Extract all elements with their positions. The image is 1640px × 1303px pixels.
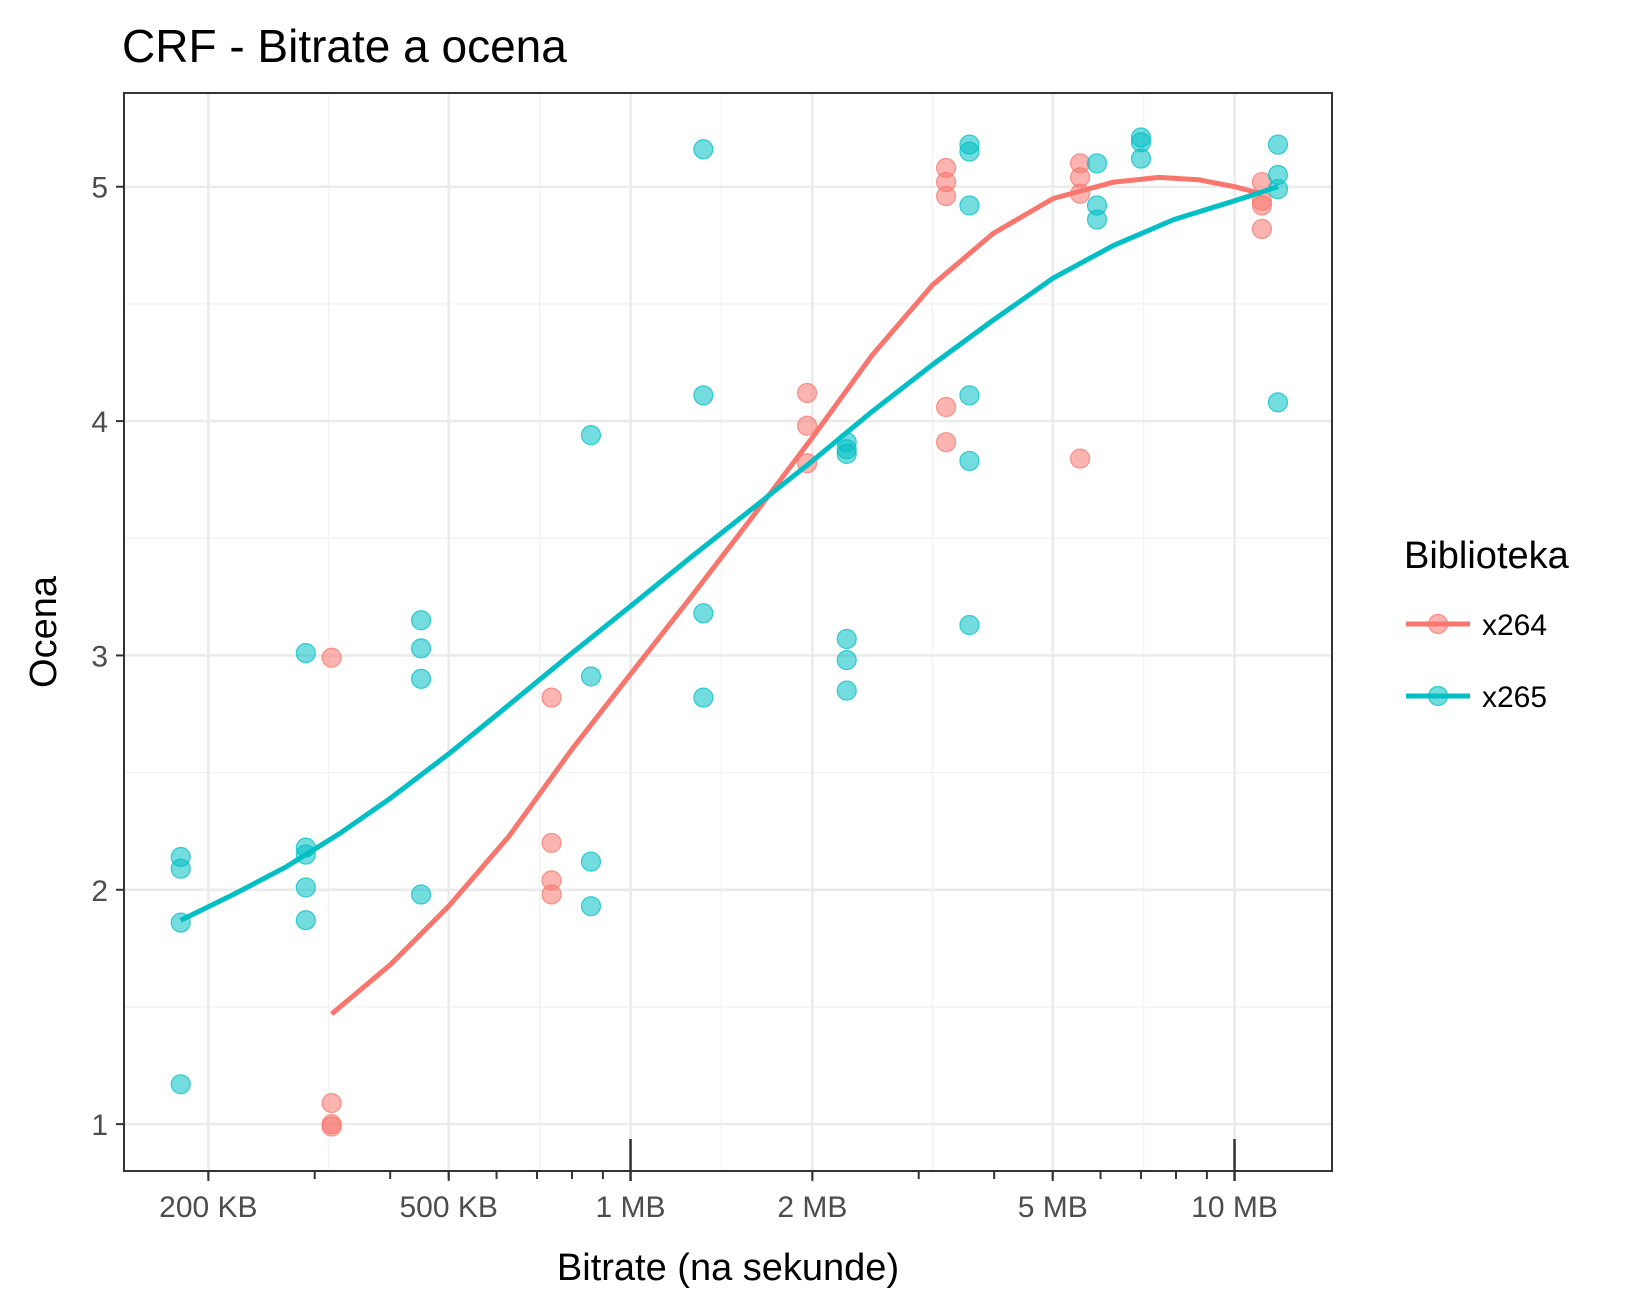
data-point-x265 (836, 650, 857, 671)
data-point-x265 (1086, 209, 1108, 230)
data-point-x265 (295, 642, 316, 664)
data-point-x265 (410, 638, 432, 659)
data-point-x265 (693, 603, 714, 624)
x-tick-label: 200 KB (159, 1191, 257, 1224)
y-tick-label: 1 (91, 1109, 108, 1142)
data-point-x265 (836, 443, 857, 464)
data-point-x264 (1251, 195, 1273, 216)
data-point-x264 (796, 382, 818, 404)
data-point-x264 (321, 1116, 342, 1137)
data-point-x264 (541, 832, 562, 854)
data-point-x265 (410, 668, 432, 689)
smooth-lines (179, 174, 1279, 1016)
data-point-x265 (170, 1074, 191, 1095)
data-point-x265 (959, 450, 980, 472)
data-point-x264 (1069, 448, 1091, 469)
data-point-x265 (410, 610, 432, 631)
minor-gridlines (124, 93, 1332, 1171)
major-gridlines (124, 93, 1332, 1171)
legend-title: Biblioteka (1404, 535, 1570, 577)
data-point-x265 (410, 884, 432, 905)
data-point-x265 (1267, 392, 1289, 413)
data-point-x264 (321, 1092, 342, 1114)
data-point-x265 (1130, 148, 1152, 169)
smooth-line-x265 (179, 184, 1279, 923)
data-point-x265 (295, 877, 316, 898)
data-point-x265 (693, 687, 714, 708)
plot-panel (123, 92, 1333, 1172)
y-axis: 1 2 3 4 5 (91, 172, 124, 1142)
data-point-x264 (1251, 218, 1273, 240)
data-point-x264 (935, 396, 957, 418)
y-tick-label: 2 (91, 875, 108, 908)
x-tick-label: 10 MB (1191, 1191, 1278, 1224)
legend-items: x264 x265 (1406, 609, 1547, 714)
x-tick-label: 5 MB (1018, 1191, 1088, 1224)
data-point-x265 (959, 195, 980, 216)
data-point-x265 (580, 851, 602, 872)
data-point-x265 (170, 858, 191, 879)
legend-label: x265 (1482, 681, 1547, 714)
x-tick-label: 1 MB (596, 1191, 666, 1224)
data-point-x264 (935, 186, 957, 207)
data-point-x265 (295, 910, 316, 931)
data-point-x265 (959, 614, 980, 636)
x-axis: 200 KB 500 KB 1 MB 2 MB 5 MB 10 MB (159, 1139, 1278, 1224)
data-point-x264 (935, 432, 957, 453)
y-tick-label: 3 (91, 640, 108, 673)
smooth-line-x264 (329, 174, 1263, 1016)
data-point-x264 (541, 687, 562, 708)
data-point-x265 (959, 141, 980, 162)
data-point-x265 (693, 385, 714, 406)
x-tick-label: 500 KB (400, 1191, 498, 1224)
y-axis-title: Ocena (23, 575, 65, 688)
y-tick-label: 5 (91, 172, 108, 205)
legend-item-x264: x264 (1406, 609, 1547, 642)
chart-title: CRF - Bitrate a ocena (122, 20, 567, 72)
x-tick-label: 2 MB (777, 1191, 847, 1224)
data-point-x265 (1086, 153, 1108, 174)
data-points (170, 127, 1289, 1137)
legend: Biblioteka x264 x265 (1404, 535, 1570, 714)
data-point-x265 (580, 425, 602, 446)
data-point-x265 (959, 385, 980, 406)
data-point-x265 (580, 896, 602, 917)
legend-key-point (1427, 685, 1449, 707)
data-point-x265 (1267, 134, 1289, 155)
data-point-x264 (321, 647, 342, 668)
legend-label: x264 (1482, 609, 1547, 642)
legend-key-point (1427, 613, 1449, 635)
data-point-x264 (541, 884, 562, 905)
data-point-x265 (836, 628, 857, 650)
data-point-x265 (693, 139, 714, 160)
x-axis-title: Bitrate (na sekunde) (557, 1247, 899, 1289)
data-point-x265 (580, 666, 602, 687)
panel-border (123, 92, 1333, 1172)
y-tick-label: 4 (91, 406, 108, 439)
data-point-x265 (836, 680, 857, 701)
data-point-x264 (796, 415, 818, 436)
legend-item-x265: x265 (1406, 681, 1547, 714)
